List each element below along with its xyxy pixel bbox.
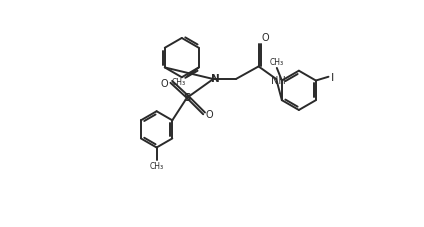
Text: O: O <box>261 33 269 43</box>
Text: S: S <box>183 93 190 103</box>
Text: N: N <box>211 74 219 84</box>
Text: I: I <box>330 72 334 82</box>
Text: O: O <box>160 79 168 88</box>
Text: CH₃: CH₃ <box>171 78 185 87</box>
Text: O: O <box>206 110 213 120</box>
Text: NH: NH <box>271 75 285 85</box>
Text: CH₃: CH₃ <box>150 162 164 171</box>
Text: CH₃: CH₃ <box>270 58 284 67</box>
